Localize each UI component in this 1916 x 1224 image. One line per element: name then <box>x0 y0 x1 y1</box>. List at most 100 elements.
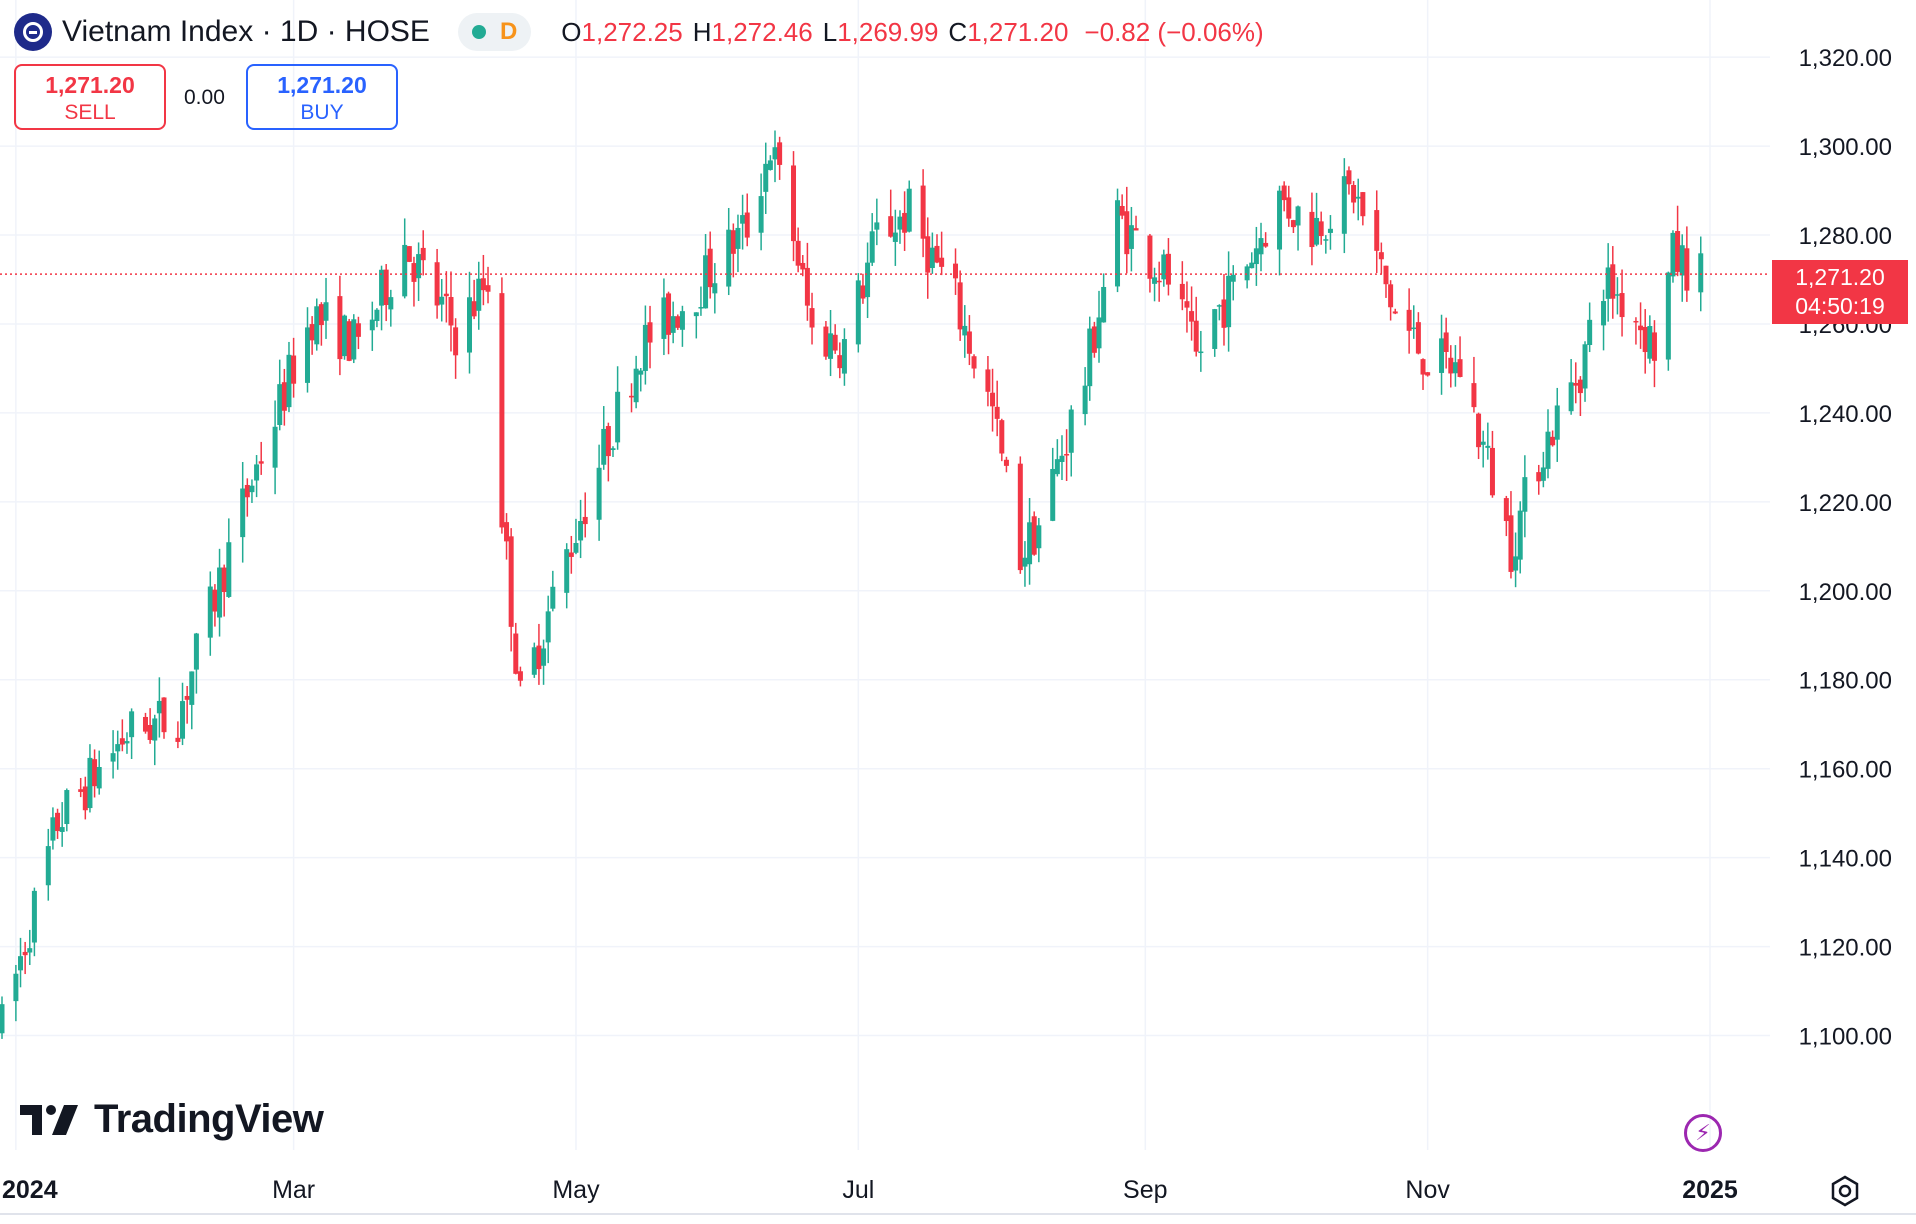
candle <box>971 354 977 379</box>
candle <box>27 929 33 966</box>
candle <box>156 677 162 738</box>
candle <box>1314 192 1320 247</box>
candle <box>837 342 843 379</box>
candle <box>925 217 931 299</box>
candle <box>638 368 644 392</box>
candle <box>13 964 19 1022</box>
candle <box>22 941 28 975</box>
candle <box>1189 286 1195 341</box>
candle <box>471 279 477 320</box>
candle <box>647 305 653 369</box>
candle <box>1457 336 1463 378</box>
candle <box>281 368 287 426</box>
candle <box>1383 265 1389 298</box>
candle <box>990 368 996 432</box>
tradingview-logo[interactable]: TradingView <box>20 1097 324 1142</box>
ohlc-legend: O1,272.25 H1,272.46 L1,269.99 C1,271.20 … <box>561 17 1263 48</box>
candle <box>1087 316 1093 401</box>
spread-value: 0.00 <box>184 86 225 109</box>
chart-grid <box>0 0 1770 1150</box>
candle <box>892 209 898 266</box>
candle <box>1554 387 1560 462</box>
candle <box>142 712 148 734</box>
candle <box>31 887 37 957</box>
candle <box>1017 456 1023 574</box>
candle <box>1679 234 1685 302</box>
candle <box>1212 308 1218 357</box>
sell-button[interactable]: 1,271.20 SELL <box>14 64 166 130</box>
candle <box>346 318 352 362</box>
candle <box>1568 358 1574 415</box>
candle <box>1179 261 1185 311</box>
candle <box>536 623 542 685</box>
candle <box>504 513 510 560</box>
price-axis: 1,320.001,300.001,280.001,260.001,240.00… <box>1799 45 1892 1050</box>
candle <box>1249 252 1255 269</box>
candle <box>379 265 385 331</box>
candle <box>1050 447 1056 522</box>
candle <box>902 191 908 251</box>
candle <box>1360 192 1366 226</box>
candle <box>1605 243 1611 322</box>
candle <box>1128 206 1134 272</box>
candle <box>966 315 972 366</box>
candle <box>323 277 329 339</box>
time-tick-label: Sep <box>1123 1176 1167 1204</box>
price-tick-label: 1,300.00 <box>1799 134 1892 161</box>
price-tick-label: 1,140.00 <box>1799 846 1892 873</box>
candle <box>1119 194 1125 220</box>
market-open-dot-icon <box>471 25 486 39</box>
candle <box>1198 330 1204 372</box>
candle <box>642 305 648 385</box>
candle <box>1577 376 1583 417</box>
candle <box>1124 186 1130 274</box>
candle <box>383 264 389 322</box>
candle <box>809 292 815 345</box>
candle <box>1476 412 1482 460</box>
candle <box>1392 308 1398 315</box>
candle <box>929 232 935 274</box>
buy-label: BUY <box>300 101 344 124</box>
symbol-title[interactable]: Vietnam Index · 1D · HOSE <box>62 15 430 48</box>
candle <box>517 666 523 687</box>
buy-button[interactable]: 1,271.20 BUY <box>246 64 398 130</box>
candle <box>1244 264 1250 289</box>
sell-price: 1,271.20 <box>45 72 135 98</box>
candle <box>1651 320 1657 388</box>
candle <box>318 302 324 346</box>
candle <box>45 828 51 901</box>
index-logo-icon <box>14 13 52 51</box>
candle <box>661 278 667 356</box>
candle <box>1082 367 1088 426</box>
market-status-pill[interactable]: D <box>457 13 532 51</box>
candle <box>1633 317 1639 345</box>
candle <box>1036 517 1042 563</box>
candle <box>249 479 255 503</box>
time-tick-label: Mar <box>272 1176 315 1204</box>
settings-gear-icon[interactable] <box>1828 1174 1862 1208</box>
candle <box>1452 345 1458 387</box>
candle <box>96 750 102 795</box>
candle <box>180 682 186 746</box>
interval-badge: D <box>499 18 518 45</box>
last-price-value: 1,271.20 <box>1795 264 1885 290</box>
candle <box>698 286 704 316</box>
candle <box>1115 188 1121 293</box>
candle <box>291 337 297 398</box>
candle <box>1601 289 1607 351</box>
indicator-bolt-icon[interactable]: ⚡ <box>1684 1114 1722 1152</box>
candle <box>777 136 783 180</box>
candle <box>962 305 968 358</box>
candle <box>767 155 773 171</box>
candle <box>1675 205 1681 277</box>
candle <box>254 455 260 498</box>
candle <box>1471 356 1477 413</box>
candle <box>666 291 672 355</box>
candle <box>374 308 380 328</box>
candle <box>1193 296 1199 357</box>
time-tick-label: 2025 <box>1682 1176 1738 1204</box>
candle <box>286 341 292 413</box>
candle <box>675 314 681 330</box>
candle <box>1642 309 1648 374</box>
